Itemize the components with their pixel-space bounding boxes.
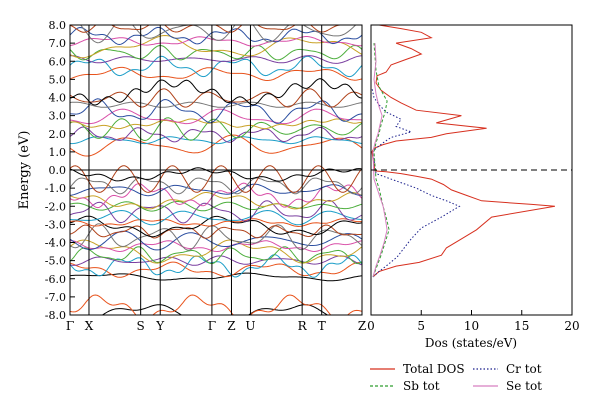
dos-curve-cr-tot <box>371 88 461 278</box>
dos-curve-total-dos <box>371 25 555 278</box>
dos-x-tick-label: 20 <box>564 319 579 333</box>
band-line <box>70 240 362 253</box>
band-y-tick-label: -4.0 <box>45 237 66 250</box>
band-line <box>70 261 362 278</box>
dos-x-tick-label: 5 <box>417 319 425 333</box>
band-y-tick-label: 8.0 <box>49 19 67 32</box>
dos-x-tick-label: 10 <box>464 319 479 333</box>
band-line <box>70 246 362 265</box>
band-line <box>70 215 362 238</box>
band-line <box>70 239 362 264</box>
dos-x-tick-label: 0 <box>367 319 375 333</box>
band-y-tick-label: -5.0 <box>45 255 66 268</box>
band-y-tick-label: 5.0 <box>49 73 67 86</box>
band-y-tick-label: 3.0 <box>49 110 67 123</box>
band-y-axis-label: Energy (eV) <box>17 131 32 210</box>
k-point-label: Y <box>155 319 165 333</box>
band-line <box>70 199 362 224</box>
legend-label: Total DOS <box>403 362 465 376</box>
band-line <box>70 118 362 130</box>
band-line <box>101 304 329 315</box>
legend-label: Sb tot <box>403 379 440 393</box>
band-line <box>70 34 362 59</box>
band-line <box>70 192 362 210</box>
dos-curve-sb-tot <box>372 43 390 278</box>
band-line <box>70 88 362 108</box>
legend-label: Se tot <box>506 379 542 393</box>
band-line <box>70 177 362 195</box>
legend-label: Cr tot <box>506 362 542 376</box>
dos-curve-se-tot <box>372 43 388 278</box>
band-line <box>70 66 362 82</box>
dos-panel: 0 5 10 15 20 Dos (states/eV) <box>367 24 580 350</box>
dos-legend: Total DOS Cr tot Sb tot Se tot <box>370 362 542 393</box>
band-y-tick-label: 7.0 <box>49 37 67 50</box>
band-y-tick-label: -6.0 <box>45 273 66 286</box>
band-line <box>70 98 362 124</box>
band-line <box>70 272 362 282</box>
band-y-tick-label: -3.0 <box>45 218 66 231</box>
band-line <box>79 25 357 44</box>
band-line <box>70 55 362 78</box>
k-point-label: Γ <box>66 319 74 333</box>
band-structure-panel: 8.0 7.0 6.0 5.0 4.0 3.0 2.0 1.0 0.0 -1.0 -2.0 -3.0 -… <box>17 19 366 333</box>
band-line <box>70 165 362 193</box>
band-line <box>70 126 362 143</box>
band-line <box>70 108 362 125</box>
k-point-label: X <box>85 319 94 333</box>
band-line <box>70 200 362 212</box>
band-line <box>70 78 362 106</box>
band-lines <box>70 25 362 315</box>
band-y-tick-label: 0.0 <box>49 164 67 177</box>
band-line <box>70 26 362 46</box>
dos-curves <box>371 25 555 278</box>
k-point-label: R <box>298 319 308 333</box>
band-line <box>70 167 362 182</box>
band-line <box>70 55 362 64</box>
band-y-ticks: 8.0 7.0 6.0 5.0 4.0 3.0 2.0 1.0 0.0 -1.0 -2.0 -3.0 -… <box>45 19 75 322</box>
band-line <box>70 218 362 228</box>
band-line <box>70 224 362 239</box>
band-y-tick-label: 2.0 <box>49 128 67 141</box>
band-line <box>70 101 362 108</box>
k-point-label: Z <box>227 319 235 333</box>
band-line <box>70 183 362 197</box>
band-line <box>70 255 362 266</box>
band-y-tick-label: -2.0 <box>45 200 66 213</box>
k-point-label: U <box>245 319 255 333</box>
band-y-tick-label: -8.0 <box>45 309 66 322</box>
band-y-tick-label: 1.0 <box>49 146 67 159</box>
band-line <box>70 294 362 315</box>
band-line <box>70 44 362 61</box>
k-point-label: Γ <box>208 319 216 333</box>
dos-x-tick-label: 15 <box>514 319 529 333</box>
k-point-label: Z <box>358 319 366 333</box>
k-point-label: S <box>137 319 145 333</box>
band-y-tick-label: 6.0 <box>49 55 67 68</box>
band-y-tick-label: -7.0 <box>45 291 66 304</box>
dos-x-ticks: 0 5 10 15 20 <box>367 310 580 333</box>
k-point-label: T <box>318 319 326 333</box>
band-line <box>70 223 362 251</box>
band-y-tick-label: 4.0 <box>49 92 67 105</box>
band-line <box>70 209 362 226</box>
band-y-tick-label: -1.0 <box>45 182 66 195</box>
dos-x-axis-label: Dos (states/eV) <box>425 336 517 350</box>
